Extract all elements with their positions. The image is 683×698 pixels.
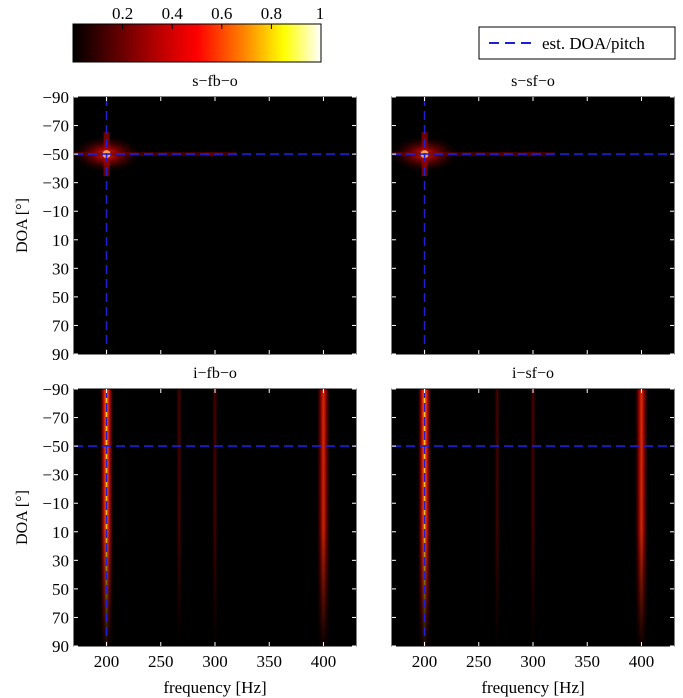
heatmap-stripe xyxy=(316,389,331,646)
heatmap-cells xyxy=(392,97,674,354)
x-axis-label: frequency [Hz] xyxy=(481,678,584,697)
y-tick-label: −10 xyxy=(42,202,69,221)
heatmap-stripe xyxy=(211,389,219,646)
colorbar-tick-label: 0.6 xyxy=(211,4,232,23)
heatmap-stripe xyxy=(493,389,501,646)
x-tick-label: 350 xyxy=(574,652,600,671)
y-tick-label: 30 xyxy=(52,259,69,278)
panel-title: s−sf−o xyxy=(511,73,555,90)
y-tick-label: 90 xyxy=(52,637,69,656)
panel-title: i−fb−o xyxy=(193,365,237,382)
y-tick-label: −70 xyxy=(42,117,69,136)
y-tick-label: 30 xyxy=(52,551,69,570)
y-tick-label: 50 xyxy=(52,288,69,307)
x-tick-label: 200 xyxy=(412,652,438,671)
y-axis-label: DOA [°] xyxy=(14,490,31,545)
heatmap-background xyxy=(74,97,356,354)
heatmap-cells xyxy=(74,97,356,354)
panel-1: s−fb−o −90 −70 −50 −30 −10 10 30 50 70 90 DOA [°] xyxy=(14,73,357,364)
panel-title: s−fb−o xyxy=(192,73,238,90)
panel-4: i−sf−o 200 250 300 350 400 frequency [Hz] xyxy=(391,365,675,697)
colorbar-tick-label: 0.8 xyxy=(261,4,282,23)
y-axis-label: DOA [°] xyxy=(14,198,31,253)
heatmap-peak xyxy=(195,150,224,159)
x-tick-label: 300 xyxy=(202,652,228,671)
y-tick-label: 10 xyxy=(52,231,69,250)
x-tick-label: 250 xyxy=(148,652,174,671)
y-tick-label: −50 xyxy=(42,437,69,456)
colorbar-ticks: 0.2 0.4 0.6 0.8 1 xyxy=(112,4,324,29)
heatmap-stripe xyxy=(634,389,649,646)
x-tick-label: 200 xyxy=(94,652,120,671)
colorbar: 0.2 0.4 0.6 0.8 1 xyxy=(72,4,324,63)
heatmap-stripe xyxy=(175,389,183,646)
y-tick-label: −30 xyxy=(42,174,69,193)
y-tick-label: 70 xyxy=(52,316,69,335)
x-axis-label: frequency [Hz] xyxy=(163,678,266,697)
heatmap-stripe xyxy=(529,389,537,646)
y-tick-label: −50 xyxy=(42,145,69,164)
x-tick-label: 300 xyxy=(520,652,546,671)
x-tick-label: 400 xyxy=(629,652,655,671)
colorbar-gradient xyxy=(72,23,322,63)
x-tick-label: 350 xyxy=(256,652,282,671)
panel-2: s−sf−o xyxy=(391,73,675,355)
y-tick-label: 50 xyxy=(52,580,69,599)
y-tick-label: 70 xyxy=(52,608,69,627)
heatmap-background xyxy=(392,97,674,354)
x-tick-label: 400 xyxy=(311,652,337,671)
legend: est. DOA/pitch xyxy=(478,26,676,60)
colorbar-tick-label: 0.2 xyxy=(112,4,133,23)
x-tick-label: 250 xyxy=(466,652,492,671)
y-tick-label: −30 xyxy=(42,466,69,485)
colorbar-tick-label: 1 xyxy=(316,4,325,23)
y-tick-label: 10 xyxy=(52,523,69,542)
heatmap-ridge xyxy=(392,152,555,157)
panel-3: i−fb−o −90 −70 −50 −30 −10 10 30 50 70 90 200 250 300… xyxy=(14,365,357,697)
y-tick-label: −70 xyxy=(42,409,69,428)
legend-label: est. DOA/pitch xyxy=(542,34,645,53)
panel-title: i−sf−o xyxy=(512,365,554,382)
y-tick-label: −90 xyxy=(42,380,69,399)
heatmap-cells xyxy=(392,389,674,646)
heatmap-cells xyxy=(74,389,356,646)
y-tick-label: −90 xyxy=(42,88,69,107)
heatmap-ridge xyxy=(74,152,237,157)
y-tick-label: −10 xyxy=(42,494,69,513)
colorbar-tick-label: 0.4 xyxy=(162,4,184,23)
y-tick-label: 90 xyxy=(52,345,69,364)
